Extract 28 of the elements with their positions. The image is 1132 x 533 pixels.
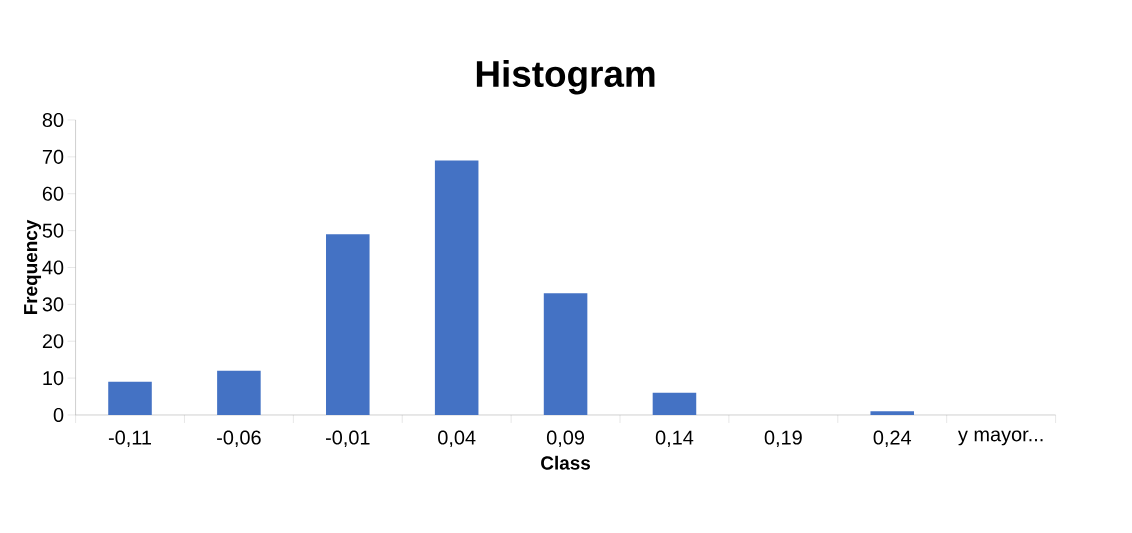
x-tick-label: -0,11 [108, 430, 152, 447]
x-tick-label: 0,24 [873, 430, 912, 447]
bar [543, 293, 588, 415]
y-tick-label: 20 [42, 334, 64, 349]
bar [217, 370, 261, 415]
y-tick-label: 60 [42, 186, 64, 201]
x-tick-label: 0,04 [438, 430, 476, 447]
x-tick-label: -0,06 [217, 430, 261, 447]
y-tick-label: 40 [42, 260, 64, 275]
chart-title: Histogram [476, 59, 655, 95]
x-axis-title: Class [541, 455, 591, 470]
bar [108, 381, 152, 415]
y-tick-label: 0 [53, 407, 64, 423]
bar [434, 160, 479, 415]
y-axis-title: Frequency [24, 219, 42, 315]
y-tick-label: 30 [42, 297, 64, 312]
x-tick-label: 0,09 [546, 430, 585, 447]
y-tick-label: 10 [43, 371, 64, 386]
x-tick-label: 0,19 [764, 430, 802, 447]
y-tick-label: 80 [42, 112, 64, 128]
y-tick-label: 50 [42, 223, 64, 238]
bar [870, 411, 915, 415]
bar [652, 392, 697, 415]
x-tick-label: 0,14 [655, 430, 694, 447]
x-tick-label: y mayor... [957, 430, 1043, 446]
x-tick-label: -0,01 [325, 430, 370, 447]
bar [326, 234, 370, 415]
y-tick-label: 70 [42, 149, 64, 164]
